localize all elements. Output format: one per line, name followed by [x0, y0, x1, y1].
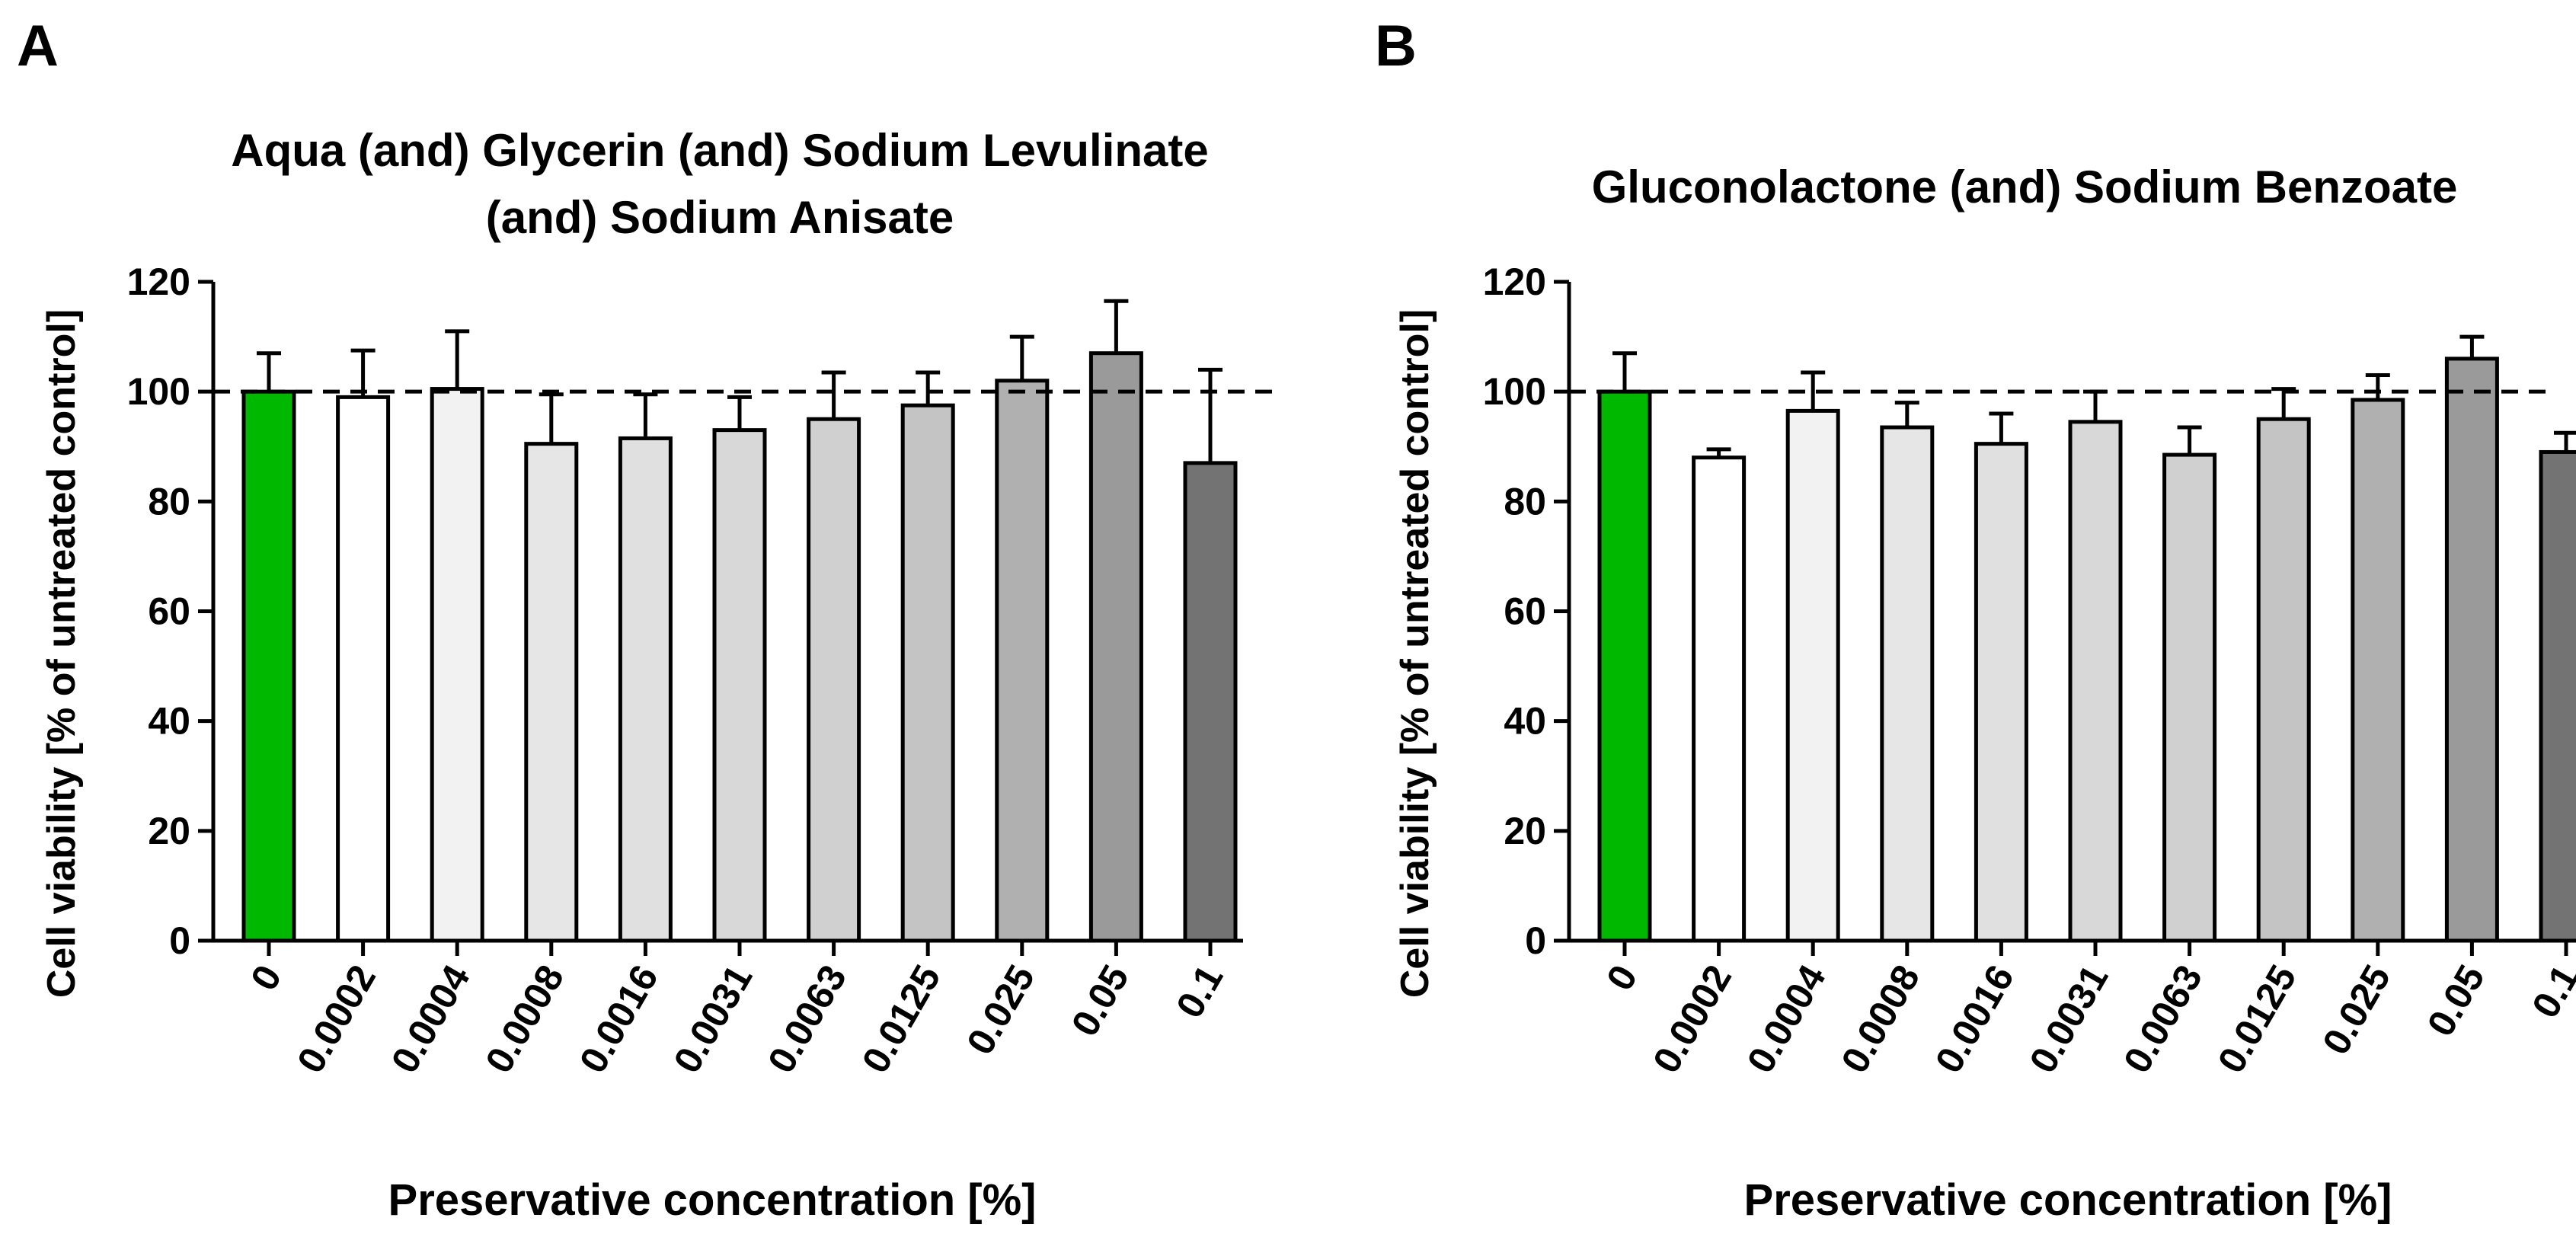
y-tick-label-b: 60 [1504, 590, 1546, 633]
bar-a-3 [524, 442, 579, 943]
plot-area-b: 02040608010012000.00020.00040.00080.0016… [1483, 261, 2576, 1080]
x-tick-label-b: 0.0031 [2021, 958, 2117, 1080]
x-axis-label-b: Preservative concentration [%] [1744, 1175, 2392, 1225]
chart-title-a-line1: Aqua (and) Glycerin (and) Sodium Levulin… [231, 125, 1208, 176]
x-tick-label-a: 0.0004 [383, 957, 478, 1080]
x-tick-label-a: 0.05 [1063, 958, 1137, 1044]
panel-b: B Gluconolactone (and) Sodium Benzoate C… [1375, 14, 2576, 1225]
y-tick-label-b: 20 [1504, 810, 1546, 852]
y-tick-label-a: 20 [148, 810, 190, 852]
x-axis-label-a: Preservative concentration [%] [388, 1175, 1037, 1225]
chart-title-a-line2: (and) Sodium Anisate [486, 192, 954, 243]
x-tick-label-b: 0.0008 [1833, 958, 1928, 1080]
plot-area-a: 02040608010012000.00020.00040.00080.0016… [127, 261, 1272, 1080]
x-tick-label-b: 0.05 [2419, 958, 2493, 1044]
bar-a-9 [1088, 351, 1143, 943]
y-tick-label-b: 0 [1525, 919, 1546, 962]
y-tick-label-a: 120 [127, 261, 190, 303]
bar-b-9 [2444, 356, 2499, 943]
x-tick-label-a: 0.0008 [477, 958, 572, 1080]
x-tick-label-b: 0.1 [2523, 958, 2576, 1025]
y-tick-label-b: 100 [1483, 370, 1546, 413]
bar-b-1 [1692, 455, 1747, 943]
x-tick-label-a: 0.025 [958, 958, 1043, 1062]
y-tick-label-a: 40 [148, 700, 190, 743]
bar-b-8 [2351, 398, 2405, 943]
bar-a-1 [336, 395, 391, 943]
x-tick-label-b: 0 [1598, 958, 1645, 998]
bar-b-7 [2256, 417, 2311, 943]
bar-a-6 [807, 417, 861, 943]
bar-a-0 [241, 389, 296, 943]
x-tick-label-b: 0.0002 [1644, 958, 1740, 1080]
bar-b-4 [1974, 442, 2028, 943]
bar-a-10 [1183, 461, 1238, 943]
x-tick-label-a: 0.0125 [854, 958, 949, 1080]
panel-letter-a: A [17, 14, 59, 78]
y-axis-label-b: Cell viability [% of untreated control] [1393, 309, 1437, 998]
bar-b-0 [1597, 389, 1652, 943]
y-axis-label-a: Cell viability [% of untreated control] [40, 309, 84, 998]
x-tick-label-b: 0.025 [2314, 958, 2399, 1062]
bar-b-10 [2539, 449, 2576, 943]
x-tick-label-a: 0.0031 [666, 958, 761, 1080]
bar-a-8 [995, 379, 1050, 943]
x-tick-label-a: 0.0016 [571, 958, 666, 1080]
panel-letter-b: B [1375, 14, 1417, 78]
y-tick-label-a: 0 [169, 919, 190, 962]
chart-title-b: Gluconolactone (and) Sodium Benzoate [1592, 161, 2458, 213]
bar-b-3 [1880, 425, 1935, 943]
x-tick-label-a: 0.0002 [289, 958, 384, 1080]
bar-a-4 [618, 436, 673, 943]
x-tick-label-b: 0.0004 [1739, 957, 1834, 1080]
y-tick-label-b: 40 [1504, 700, 1546, 743]
x-tick-label-a: 0.0063 [759, 958, 855, 1080]
y-tick-label-a: 80 [148, 480, 190, 523]
x-tick-label-b: 0.0016 [1927, 958, 2022, 1080]
y-tick-label-b: 80 [1504, 480, 1546, 523]
x-tick-label-b: 0.0063 [2115, 958, 2210, 1080]
x-tick-label-b: 0.0125 [2210, 958, 2305, 1080]
bar-b-2 [1785, 408, 1840, 943]
bar-a-5 [712, 428, 767, 943]
x-tick-label-a: 0 [242, 958, 289, 998]
panel-a: A Aqua (and) Glycerin (and) Sodium Levul… [17, 14, 1272, 1225]
y-tick-label-a: 100 [127, 370, 190, 413]
x-tick-label-a: 0.1 [1168, 958, 1231, 1025]
bar-a-7 [900, 403, 955, 943]
bar-b-6 [2162, 452, 2217, 943]
y-tick-label-a: 60 [148, 590, 190, 633]
bar-b-5 [2068, 420, 2123, 943]
bar-a-2 [430, 387, 484, 943]
y-tick-label-b: 120 [1483, 261, 1546, 303]
